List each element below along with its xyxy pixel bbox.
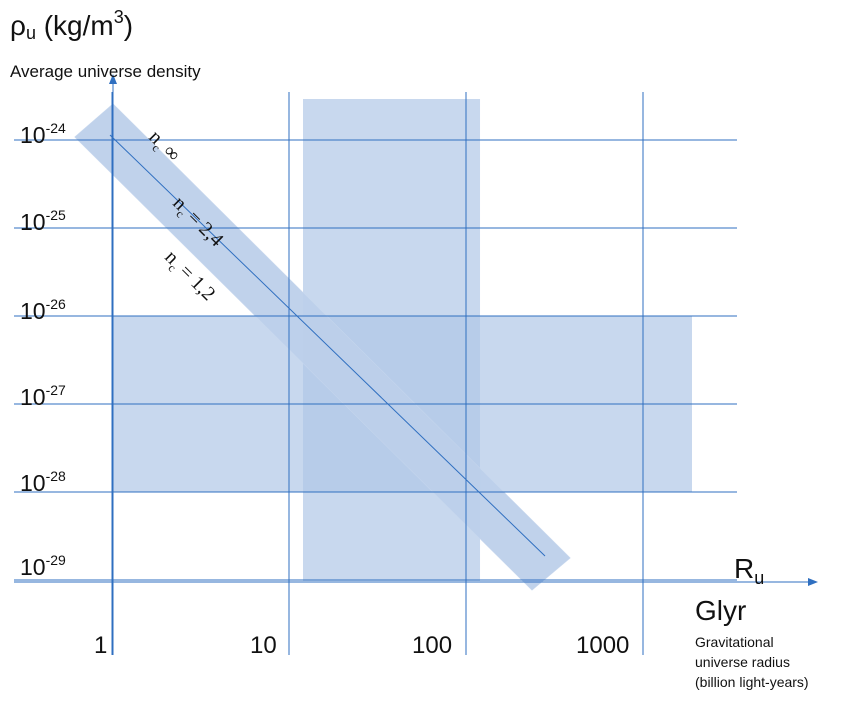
y-tick-label: 10-24: [20, 120, 66, 148]
x-axis-arrow-icon: [808, 578, 818, 586]
x-tick-label: 1: [94, 632, 108, 659]
x-tick-label: 100: [412, 632, 453, 659]
relation-band: [74, 103, 571, 591]
relation-band-fill: [74, 103, 571, 591]
x-axis-title: Ru: [734, 553, 765, 588]
y-tick-label: 10-26: [20, 296, 66, 324]
y-axis-description: Average universe density: [10, 62, 201, 81]
y-axis-arrow-icon: [109, 74, 117, 84]
nc-2-4-line: [109, 134, 546, 557]
x-tick-label: 1000: [576, 632, 630, 659]
shaded-regions: [113, 99, 692, 581]
x-tick-label: 10: [250, 632, 277, 659]
y-tick-label: 10-29: [20, 552, 66, 580]
gridlines: [14, 92, 737, 655]
y-tick-label: 10-27: [20, 382, 66, 410]
y-tick-label: 10-25: [20, 207, 66, 235]
relation-band-shade: [75, 104, 570, 590]
x-axis-description-line: universe radius: [695, 654, 790, 670]
axes: [14, 74, 818, 655]
y-tick-label: 10-28: [20, 468, 66, 496]
y-axis-title: ρu (kg/m3): [10, 7, 134, 43]
x-axis-description: Gravitational universe radius (billion l…: [695, 632, 858, 692]
x-axis-unit: Glyr: [695, 595, 747, 626]
x-axis-description-line: Gravitational: [695, 634, 774, 650]
x-axis-description-line: (billion light-years): [695, 674, 809, 690]
